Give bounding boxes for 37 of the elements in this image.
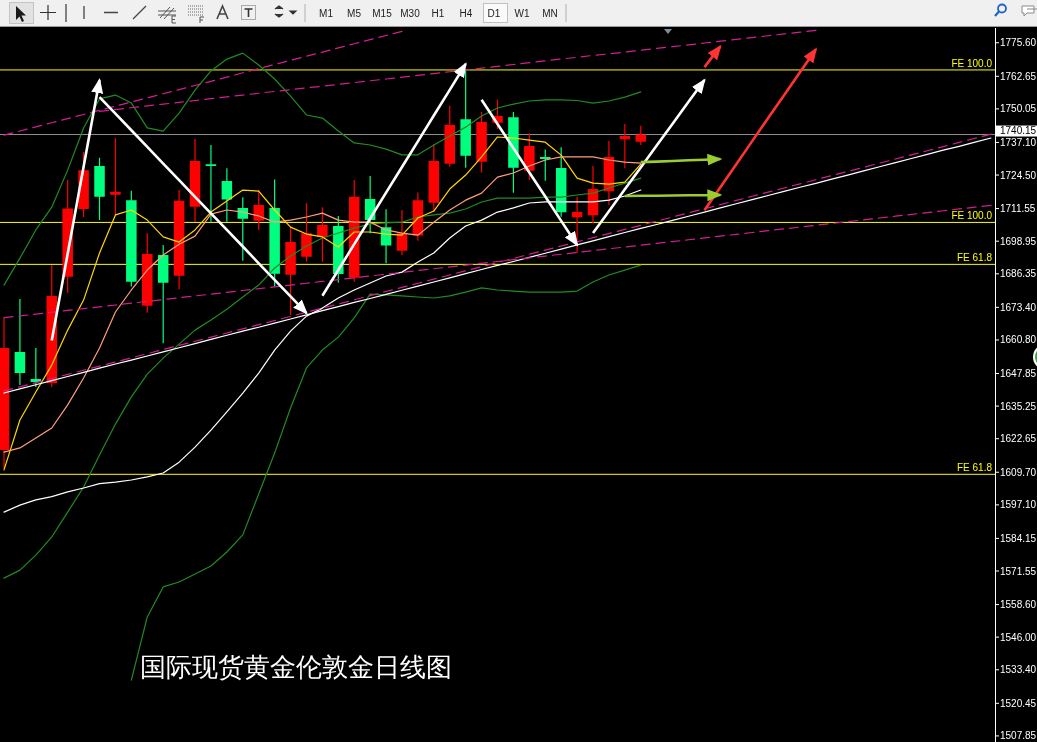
y-tick-label: 1698.95: [1000, 235, 1037, 247]
text: M15: [372, 7, 393, 19]
y-tick-label: 1737.10: [1000, 136, 1037, 148]
ref-line-label: FE 61.8: [956, 462, 993, 474]
y-tick-label: 1597.10: [1000, 499, 1037, 511]
y-tick-label: 1673.40: [1000, 301, 1037, 313]
y-tick-label: 1724.50: [1000, 169, 1037, 181]
y-tick-label: 1622.65: [1000, 433, 1037, 445]
y-tick-label: 1507.85: [1000, 730, 1037, 742]
y-tick-label: 1775.60: [1000, 37, 1037, 49]
y-tick-label: 1584.15: [1000, 532, 1037, 544]
y-tick-label: 1635.25: [1000, 400, 1037, 412]
text: D1: [487, 7, 501, 19]
text: 国际现货黄金伦敦金日线图: [140, 652, 452, 682]
text: MN: [542, 7, 558, 19]
y-tick-label: 1546.00: [1000, 631, 1037, 643]
ref-line-label: FE 100.0: [951, 210, 993, 222]
ref-line-label: FE 100.0: [951, 57, 993, 69]
text: M1: [319, 7, 334, 19]
y-tick-label: 1750.05: [1000, 103, 1037, 115]
y-tick-label: 1660.80: [1000, 334, 1037, 346]
y-tick-label: 1647.85: [1000, 367, 1037, 379]
ref-line-label: FE 61.8: [956, 252, 993, 264]
y-tick-label: 1558.60: [1000, 599, 1037, 611]
y-tick-label: 1520.45: [1000, 697, 1037, 709]
y-tick-label: 1571.55: [1000, 565, 1037, 577]
y-tick-label: 1711.55: [1000, 203, 1036, 215]
y-tick-label: 1533.40: [1000, 664, 1037, 676]
text: M5: [347, 7, 362, 19]
text: W1: [514, 7, 530, 19]
text: M30: [400, 7, 421, 19]
y-tick-label: 1686.35: [1000, 268, 1037, 280]
y-tick-label: 1609.70: [1000, 466, 1037, 478]
y-tick-label: 1762.65: [1000, 70, 1037, 82]
ref-line-label: 1740.15: [1000, 125, 1037, 137]
text: H4: [459, 7, 473, 19]
text: H1: [431, 7, 445, 19]
